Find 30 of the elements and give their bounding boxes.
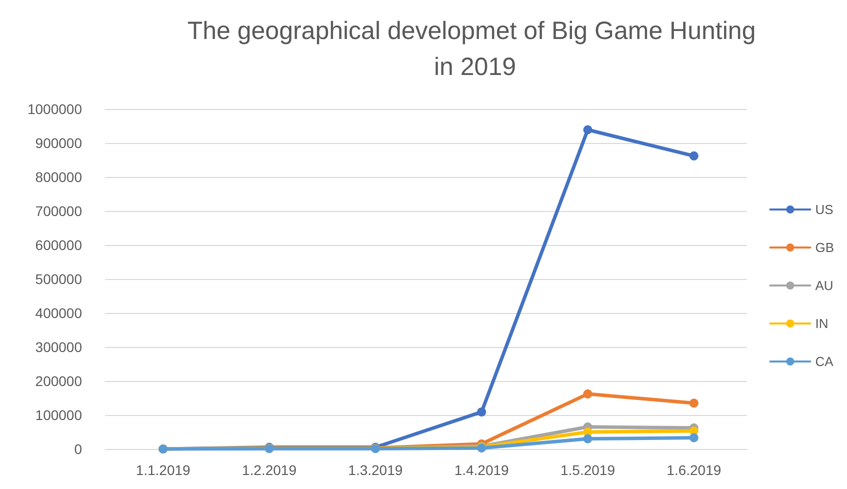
point bbox=[477, 407, 486, 416]
point bbox=[689, 398, 698, 408]
x-tick-label: 1.4.2019 bbox=[454, 462, 510, 478]
x-tick-label: 1.3.2019 bbox=[348, 462, 403, 478]
point bbox=[583, 434, 592, 444]
y-tick-label: 700000 bbox=[35, 203, 82, 219]
y-tick-label: 900000 bbox=[35, 135, 82, 151]
y-tick-label: 100000 bbox=[35, 407, 82, 423]
x-tick-label: 1.2.2019 bbox=[242, 462, 297, 478]
y-tick-label: 500000 bbox=[35, 271, 82, 287]
x-tick-label: 1.5.2019 bbox=[560, 462, 616, 478]
legend-label: AU bbox=[815, 278, 834, 293]
point bbox=[583, 389, 592, 398]
point bbox=[689, 433, 698, 442]
legend-label: GB bbox=[815, 240, 834, 255]
legend-label: US bbox=[815, 202, 834, 217]
y-tick-label: 1000000 bbox=[27, 101, 82, 117]
point bbox=[583, 125, 592, 134]
y-tick-label: 600000 bbox=[35, 237, 82, 253]
y-tick-label: 0 bbox=[74, 441, 82, 457]
y-tick-label: 800000 bbox=[35, 169, 82, 185]
point bbox=[689, 151, 698, 160]
y-tick-label: 200000 bbox=[35, 373, 82, 389]
y-tick-label: 300000 bbox=[35, 339, 82, 355]
y-tick-label: 400000 bbox=[35, 305, 82, 321]
x-tick-label: 1.6.2019 bbox=[666, 462, 722, 478]
x-tick-label: 1.1.2019 bbox=[136, 462, 191, 478]
legend-label: CA bbox=[815, 354, 834, 369]
chart-title: The geographical developmet of Big Game Hunting in 2019 bbox=[187, 17, 763, 81]
legend-label: IN bbox=[815, 316, 828, 331]
